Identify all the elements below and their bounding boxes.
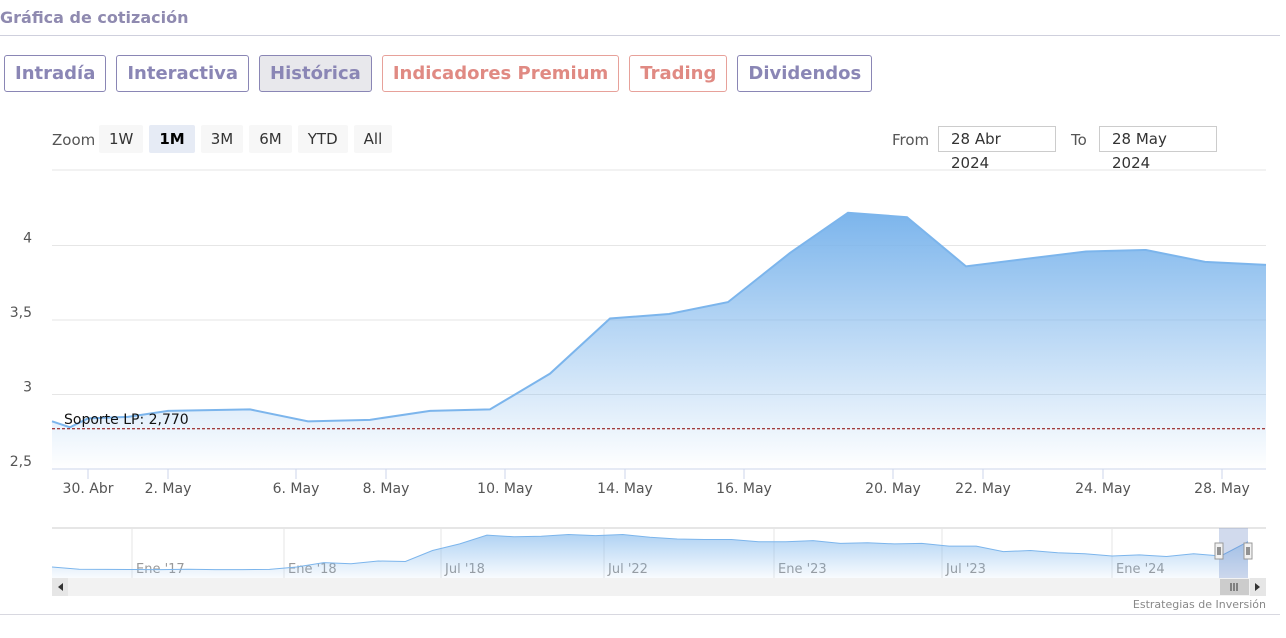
page-title: Gráfica de cotización <box>0 8 189 27</box>
y-tick-label: 4 <box>23 231 32 247</box>
y-tick-label: 3 <box>23 380 32 396</box>
tab-intradia[interactable]: Intradía <box>4 55 107 92</box>
tab-dividendos[interactable]: Dividendos <box>737 55 873 92</box>
navigator-selection <box>1219 528 1248 578</box>
zoom-6m-button[interactable]: 6M <box>249 125 292 153</box>
x-tick-label: 24. May <box>1075 481 1131 497</box>
range-to-label: To <box>1071 131 1087 149</box>
support-label: Soporte LP: 2,770 <box>64 412 189 428</box>
chart-tabs: Intradía Interactiva Histórica Indicador… <box>4 55 873 92</box>
tab-trading[interactable]: Trading <box>629 55 728 92</box>
tab-historica[interactable]: Histórica <box>259 55 372 92</box>
tab-indicadores-premium[interactable]: Indicadores Premium <box>381 55 620 92</box>
range-to-input[interactable]: 28 May 2024 <box>1099 126 1217 172</box>
zoom-ytd-button[interactable]: YTD <box>297 125 348 153</box>
navigator-handle[interactable] <box>1243 542 1253 560</box>
zoom-label: Zoom <box>52 131 96 149</box>
zoom-1w-button[interactable]: 1W <box>99 125 144 153</box>
x-tick-label: 2. May <box>145 481 192 497</box>
zoom-1m-button[interactable]: 1M <box>149 125 195 153</box>
bottom-divider <box>0 614 1280 615</box>
title-divider <box>0 35 1280 36</box>
chevron-right-icon <box>1255 583 1260 591</box>
zoom-3m-button[interactable]: 3M <box>200 125 244 153</box>
zoom-buttons: 1W 1M 3M 6M YTD All <box>99 125 393 153</box>
series-area-fill <box>52 212 1266 469</box>
y-tick-label: 3,5 <box>10 305 32 321</box>
x-tick-label: 20. May <box>865 481 921 497</box>
navigator-line <box>51 533 1249 571</box>
x-tick-label: 8. May <box>363 481 410 497</box>
navigator-area <box>52 534 1248 578</box>
x-tick-label: 6. May <box>273 481 320 497</box>
series-line <box>51 211 1267 429</box>
chevron-left-icon <box>58 583 63 591</box>
chart-credits[interactable]: Estrategias de Inversión <box>1132 598 1266 611</box>
navigator-handle[interactable] <box>1214 542 1224 560</box>
x-tick-label: 28. May <box>1194 481 1250 497</box>
zoom-all-button[interactable]: All <box>353 125 393 153</box>
x-tick-label: 30. Abr <box>63 481 114 497</box>
x-tick-label: 10. May <box>477 481 533 497</box>
range-from-input[interactable]: 28 Abr 2024 <box>938 126 1056 172</box>
x-tick-label: 14. May <box>597 481 653 497</box>
x-tick-label: 16. May <box>716 481 772 497</box>
range-from-label: From <box>892 131 930 149</box>
tab-interactiva[interactable]: Interactiva <box>116 55 250 92</box>
x-tick-label: 22. May <box>955 481 1011 497</box>
y-tick-label: 2,5 <box>10 454 32 470</box>
scrollbar-track <box>52 578 1266 596</box>
